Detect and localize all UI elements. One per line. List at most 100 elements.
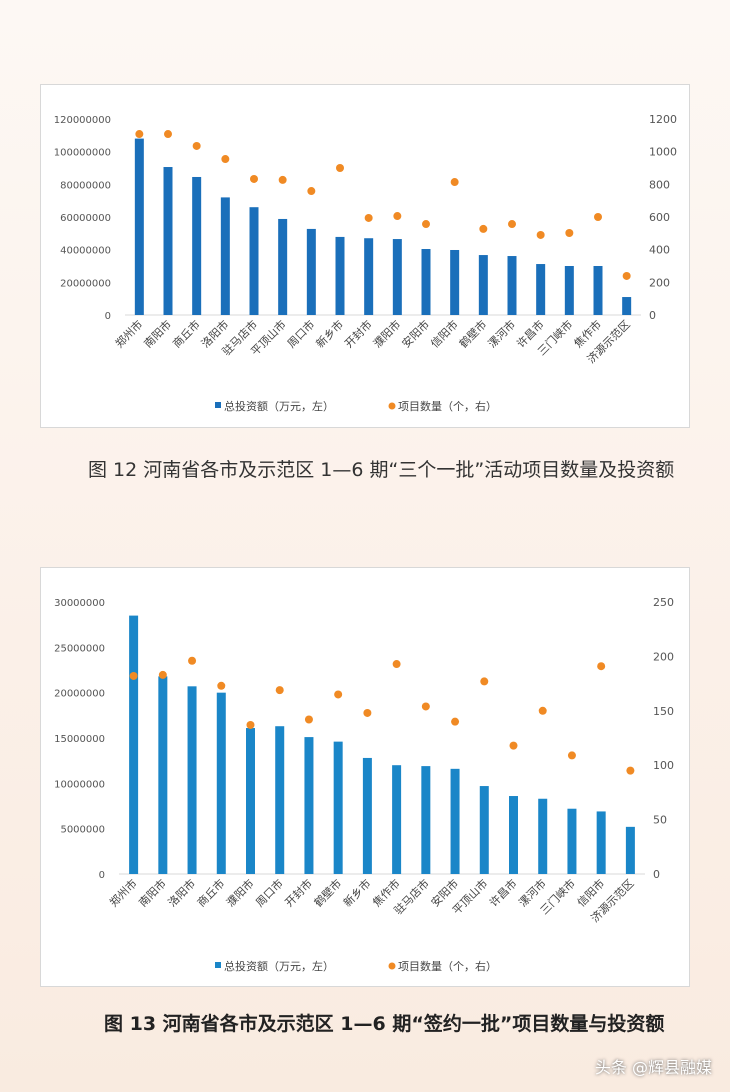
bar-平顶山市 xyxy=(278,218,288,315)
legend-dot-swatch xyxy=(388,402,396,410)
legend-dot-swatch xyxy=(388,962,396,970)
x-tick-label: 许昌市 xyxy=(486,876,519,909)
bar-新乡市 xyxy=(335,236,345,315)
y-left-tick-label: 100000000 xyxy=(54,148,111,159)
chart-12-svg: 0 20000000 40000000 60000000 80000000 1000000… xyxy=(54,113,677,413)
y-right-tick-label: 1000 xyxy=(649,146,677,159)
dot-开封市 xyxy=(364,213,373,222)
dot-许昌市 xyxy=(509,741,518,750)
dot-安阳市 xyxy=(451,717,460,726)
legend-dot-label: 项目数量（个，右） xyxy=(398,959,497,973)
bar-驻马店市 xyxy=(249,207,259,315)
chart-panel-figure-13: 0 5000000 10000000 15000000 20000000 25000000… xyxy=(40,567,690,987)
bar-平顶山市 xyxy=(479,786,489,874)
bar-鹤壁市 xyxy=(333,741,343,874)
bar-信阳市 xyxy=(596,811,606,874)
x-tick-label: 商丘市 xyxy=(170,317,203,350)
dot-平顶山市 xyxy=(480,677,489,686)
bar-郑州市 xyxy=(134,138,144,315)
bar-漯河市 xyxy=(538,798,548,874)
dot-信阳市 xyxy=(597,662,606,671)
bar-商丘市 xyxy=(192,176,202,315)
bar-漯河市 xyxy=(507,256,517,315)
x-tick-label: 洛阳市 xyxy=(165,876,198,909)
bar-濮阳市 xyxy=(246,728,255,874)
y-left-tick-label: 60000000 xyxy=(60,213,111,224)
bar-济源示范区 xyxy=(622,297,632,315)
y-right-tick-label: 600 xyxy=(649,211,670,224)
y-left-tick-label: 10000000 xyxy=(54,779,105,790)
dot-南阳市 xyxy=(164,130,172,139)
dot-商丘市 xyxy=(192,141,201,150)
bar-周口市 xyxy=(306,228,316,315)
y-right-tick-label: 100 xyxy=(653,759,674,772)
x-tick-label: 濮阳市 xyxy=(223,876,256,909)
y-right-tick-label: 150 xyxy=(653,705,674,718)
bar-洛阳市 xyxy=(187,686,197,874)
dot-三门峡市 xyxy=(565,229,574,238)
dot-焦作市 xyxy=(392,660,401,669)
bar-三门峡市 xyxy=(564,266,574,315)
y-left-tick-label: 20000000 xyxy=(54,689,105,700)
legend-bar-label: 总投资额（万元，左） xyxy=(224,959,334,973)
bar-焦作市 xyxy=(593,266,603,315)
dot-洛阳市 xyxy=(188,656,197,665)
y-right-tick-label: 1200 xyxy=(649,113,677,126)
x-tick-label: 新乡市 xyxy=(313,317,346,350)
watermark: 头条 @辉县融媒 xyxy=(594,1058,712,1077)
y-left-tick-label: 25000000 xyxy=(54,643,105,654)
bar-郑州市 xyxy=(129,615,139,874)
y-right-tick-label: 0 xyxy=(649,309,656,322)
bar-许昌市 xyxy=(509,796,518,874)
x-tick-label: 鹤壁市 xyxy=(456,317,489,350)
bar-三门峡市 xyxy=(567,808,577,874)
dot-濮阳市 xyxy=(246,720,255,729)
dot-济源示范区 xyxy=(622,271,631,280)
bar-商丘市 xyxy=(216,692,226,874)
caption-figure-13: 图 13 河南省各市及示范区 1—6 期“签约一批”项目数量与投资额 xyxy=(104,1013,665,1035)
bar-开封市 xyxy=(364,238,374,315)
legend-bar-label: 总投资额（万元，左） xyxy=(224,399,334,413)
dot-驻马店市 xyxy=(421,702,430,711)
dot-新乡市 xyxy=(363,708,372,717)
y-right-tick-label: 200 xyxy=(653,650,674,663)
dot-驻马店市 xyxy=(250,174,258,183)
bar-南阳市 xyxy=(158,676,168,874)
dot-焦作市 xyxy=(594,213,602,221)
x-tick-label: 鹤壁市 xyxy=(311,876,344,909)
y-left-tick-label: 5000000 xyxy=(60,825,105,836)
bar-濮阳市 xyxy=(392,239,402,315)
x-tick-label: 商丘市 xyxy=(194,876,227,909)
y-left-tick-label: 40000000 xyxy=(60,246,111,257)
y-left-tick-label: 0 xyxy=(99,870,105,881)
dot-安阳市 xyxy=(422,220,430,229)
bar-新乡市 xyxy=(362,757,372,874)
y-right-tick-label: 800 xyxy=(649,178,670,191)
y-right-tick-label: 400 xyxy=(649,244,670,257)
dot-洛阳市 xyxy=(221,155,230,164)
x-tick-label: 安阳市 xyxy=(399,317,432,350)
bar-周口市 xyxy=(275,726,285,874)
dot-许昌市 xyxy=(536,230,545,239)
y-left-tick-label: 0 xyxy=(105,311,111,322)
x-tick-label: 濮阳市 xyxy=(370,317,403,350)
dot-商丘市 xyxy=(217,681,226,690)
y-right-tick-label: 0 xyxy=(653,868,660,881)
dot-郑州市 xyxy=(129,671,138,680)
dot-南阳市 xyxy=(158,670,167,679)
legend-bar-swatch xyxy=(215,402,221,408)
dot-平顶山市 xyxy=(278,175,287,184)
y-left-tick-label: 15000000 xyxy=(54,734,105,745)
dot-郑州市 xyxy=(135,130,144,139)
dot-濮阳市 xyxy=(393,212,402,221)
dot-鹤壁市 xyxy=(334,690,343,699)
chart-panel-figure-12: 0 20000000 40000000 60000000 80000000 1000000… xyxy=(40,84,690,428)
legend-dot-label: 项目数量（个，右） xyxy=(398,399,497,413)
bar-驻马店市 xyxy=(421,766,431,874)
bar-鹤壁市 xyxy=(478,255,488,315)
dot-济源示范区 xyxy=(626,766,635,775)
x-tick-label: 郑州市 xyxy=(112,317,145,350)
dot-开封市 xyxy=(304,715,313,724)
bar-安阳市 xyxy=(450,768,460,874)
dot-三门峡市 xyxy=(567,751,576,760)
